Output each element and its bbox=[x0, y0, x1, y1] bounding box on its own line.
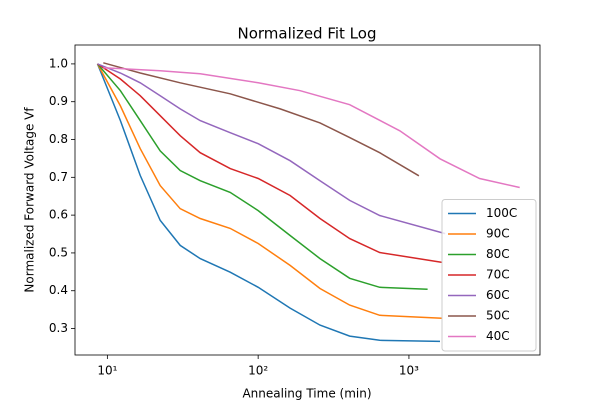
legend-label: 40C bbox=[486, 329, 510, 343]
y-tick-label: 0.7 bbox=[49, 170, 68, 184]
legend-label: 90C bbox=[486, 227, 510, 241]
x-tick-label: 10² bbox=[248, 364, 268, 378]
y-tick-label: 0.5 bbox=[49, 245, 68, 259]
series-line bbox=[96, 63, 428, 290]
plot-frame bbox=[74, 44, 541, 356]
y-tick-label: 1.0 bbox=[49, 56, 68, 70]
y-tick-label: 0.8 bbox=[49, 132, 68, 146]
series-line bbox=[96, 63, 443, 320]
y-axis-label: Normalized Forward Voltage Vf bbox=[23, 107, 37, 293]
x-axis-label: Annealing Time (min) bbox=[242, 387, 371, 400]
y-tick-label: 0.4 bbox=[49, 283, 68, 297]
chart-title: Normalized Fit Log bbox=[238, 25, 377, 43]
legend-box bbox=[441, 199, 537, 352]
series-line bbox=[96, 63, 441, 343]
series-line bbox=[97, 63, 446, 235]
legend-label: 100C bbox=[486, 206, 517, 220]
legend-label: 70C bbox=[486, 268, 510, 282]
series-line bbox=[103, 62, 420, 177]
legend-label: 60C bbox=[486, 288, 510, 302]
legend-label: 80C bbox=[486, 247, 510, 261]
y-tick-label: 0.9 bbox=[49, 94, 68, 108]
x-tick-label: 10¹ bbox=[97, 364, 117, 378]
x-tick-label: 10³ bbox=[399, 364, 419, 378]
series-line bbox=[97, 63, 443, 264]
legend-label: 50C bbox=[486, 309, 510, 323]
series-line bbox=[103, 66, 520, 189]
y-tick-label: 0.6 bbox=[49, 208, 68, 222]
y-tick-label: 0.3 bbox=[49, 321, 68, 335]
